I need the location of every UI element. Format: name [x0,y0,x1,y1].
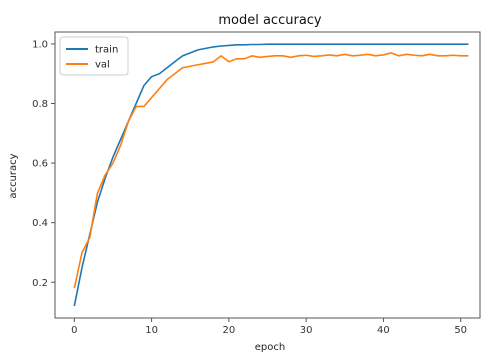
x-axis-ticks: 0 10 20 30 40 50 [71,318,467,336]
y-tick-label: 0.8 [32,99,48,110]
x-tick-label: 40 [377,325,390,336]
x-tick-label: 30 [300,325,313,336]
x-axis-label: epoch [255,342,285,352]
series-line-train [73,43,469,307]
legend-label-val: val [95,60,110,71]
y-tick-label: 1.0 [32,39,48,50]
legend-box [59,36,129,76]
y-tick-label: 0.6 [32,159,48,170]
x-tick-label: 0 [71,325,77,336]
x-tick-label: 20 [222,325,235,336]
plot-frame [54,31,481,319]
y-axis-label: accuracy [8,153,19,198]
y-tick-label: 0.4 [32,218,48,229]
y-tick-label: 0.2 [32,278,48,289]
legend: train val [59,36,129,76]
chart-title: model accuracy [218,13,322,28]
y-axis-ticks: 0.2 0.4 0.6 0.8 1.0 [32,39,55,289]
series-line-val [73,52,469,289]
plot-area: 0 10 20 30 40 50 0.2 0.4 0.6 0.8 1.0 train val [32,31,481,336]
series-lines [73,43,469,307]
x-tick-label: 10 [145,325,158,336]
x-tick-label: 50 [454,325,467,336]
legend-label-train: train [95,45,118,56]
